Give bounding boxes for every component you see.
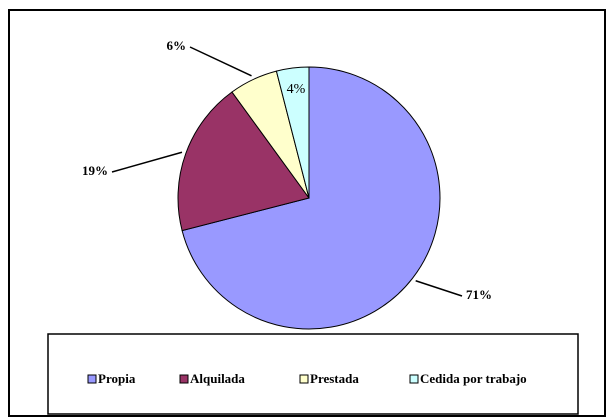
legend-marker [87,374,97,384]
data-label: 71% [466,287,492,302]
pie-slice [275,66,310,199]
pie-slice [181,66,441,330]
legend-marker [409,374,419,384]
leader-line [189,46,252,77]
legend-label: Propia [98,371,136,386]
leader-line [111,151,183,173]
pie-slice [177,91,310,232]
legend-marker [179,374,189,384]
legend-label: Alquilada [190,371,245,386]
legend-label: Prestada [310,371,359,386]
legend-box [47,333,579,415]
legend-label: Cedida por trabajo [420,371,527,386]
leader-line [415,280,463,297]
data-label: 6% [167,38,187,53]
legend-marker [299,374,309,384]
data-label: 4% [287,82,306,97]
data-label: 19% [82,163,108,178]
